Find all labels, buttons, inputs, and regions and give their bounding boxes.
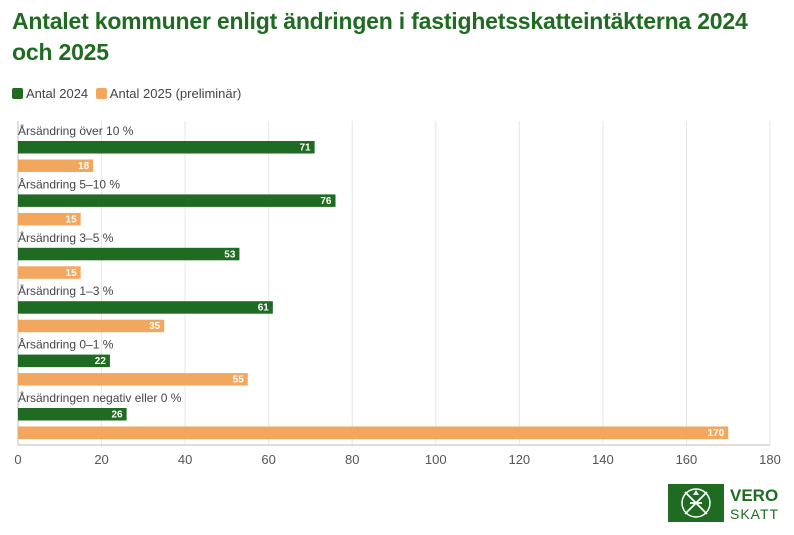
x-tick-label: 120 [508,452,530,467]
bar-value-label: 15 [66,268,78,279]
logo-emblem-ring [681,488,711,518]
bar-value-label: 76 [320,196,332,207]
bar [18,319,165,333]
category-label: Årsändring 5–10 % [18,176,120,191]
bar [18,408,127,421]
chart-title: Antalet kommuner enligt ändringen i fast… [12,8,748,65]
bar-value-label: 55 [233,375,245,386]
legend-item-2024: Antal 2024 [12,86,88,101]
bar-value-label: 35 [149,321,161,332]
bar [18,266,81,279]
bar [18,247,240,261]
x-tick-label: 80 [345,452,359,467]
legend-label-2025: Antal 2025 (preliminär) [109,86,242,101]
category-label: Årsändring 0–1 % [18,337,114,352]
category-label: Årsändring 1–3 % [18,283,114,298]
bar [18,301,273,314]
bar [18,212,81,226]
bar-chart: 0 20 40 60 80 100 120 140 160 180 Årsändring över … [14,121,781,467]
bar-value-label: 18 [78,161,90,172]
x-tick-label: 140 [592,452,614,467]
bar [18,194,336,207]
chart-legend: Antal 2024 Antal 2025 (preliminär) [12,86,245,106]
bar [18,159,94,172]
bar [18,426,729,439]
category-label: Årsändring över 10 % [18,123,134,138]
category-label: Årsändringen negativ eller 0 % [18,390,182,405]
bar [18,141,315,154]
bar [18,354,110,368]
x-tick-label: 160 [676,452,698,467]
legend-label-2024: Antal 2024 [26,86,89,101]
bar-value-label: 71 [299,143,311,154]
x-tick-label: 40 [178,452,192,467]
legend-item-2025: Antal 2025 (preliminär) [95,86,242,101]
logo-emblem-crown [693,490,699,495]
x-tick-label: 20 [94,452,108,467]
x-tick-label: 180 [759,452,781,467]
bar-value-label: 53 [224,249,236,260]
bar-value-label: 26 [111,410,123,421]
x-tick-label: 0 [14,452,21,467]
legend-swatch-2025 [95,88,107,99]
x-tick-label: 60 [261,452,275,467]
vero-skatt-logo: VERO SKATT [668,484,779,522]
bar [18,373,248,386]
bar-value-label: 170 [708,428,725,439]
logo-text-vero: VERO [730,486,778,505]
logo-emblem-mark [684,491,708,515]
bar-value-label: 22 [95,356,107,367]
logo-text-skatt: SKATT [730,506,779,522]
legend-swatch-2024 [12,88,23,99]
bar-value-label: 15 [66,214,78,225]
bar-value-label: 61 [258,303,270,314]
category-label: Årsändring 3–5 % [18,230,114,245]
x-tick-label: 100 [425,452,447,467]
